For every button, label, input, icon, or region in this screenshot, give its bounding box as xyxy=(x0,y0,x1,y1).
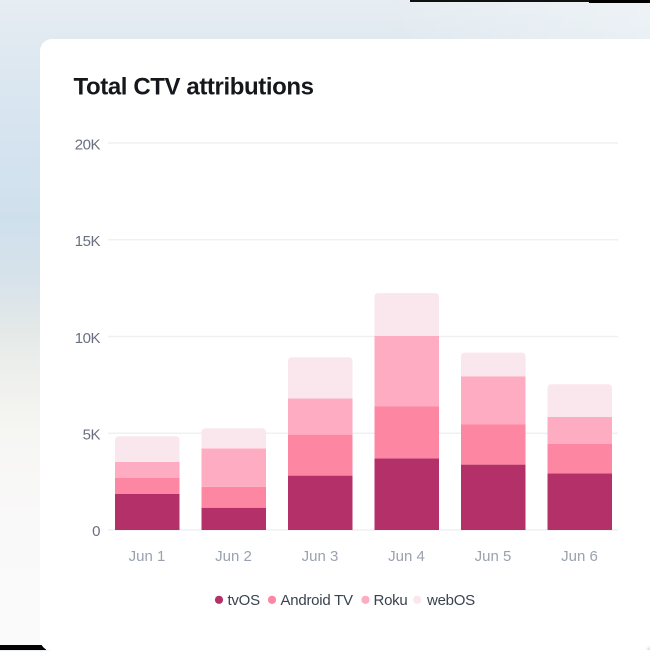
svg-text:Total CTV attributions: Total CTV attributions xyxy=(74,74,314,101)
svg-text:Jun 3: Jun 3 xyxy=(302,548,339,565)
svg-text:tvOS: tvOS xyxy=(228,592,261,609)
svg-text:Jun 1: Jun 1 xyxy=(129,548,166,565)
svg-text:Jun 5: Jun 5 xyxy=(475,548,512,565)
svg-text:20K: 20K xyxy=(75,136,101,153)
svg-text:0: 0 xyxy=(92,523,100,540)
svg-text:Android TV: Android TV xyxy=(281,592,354,609)
svg-text:Jun 6: Jun 6 xyxy=(561,548,598,565)
svg-text:Roku: Roku xyxy=(374,592,408,609)
svg-text:5K: 5K xyxy=(83,427,101,444)
svg-text:10K: 10K xyxy=(75,330,101,347)
svg-text:Jun 4: Jun 4 xyxy=(388,548,425,565)
svg-text:15K: 15K xyxy=(75,233,101,250)
svg-text:webOS: webOS xyxy=(426,592,475,609)
svg-text:Jun 2: Jun 2 xyxy=(215,548,252,565)
